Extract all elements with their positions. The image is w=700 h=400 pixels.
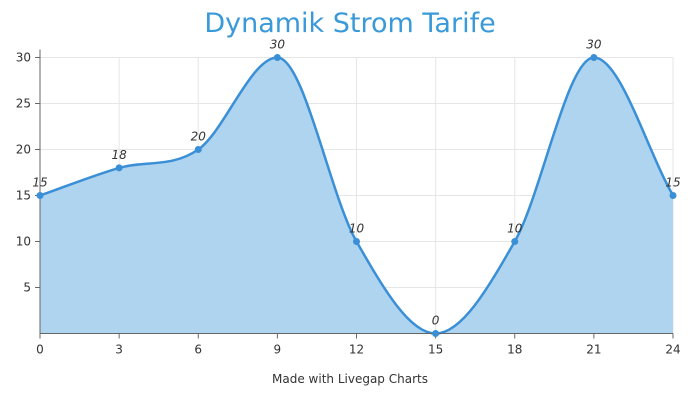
data-label: 18 xyxy=(111,148,127,162)
y-tick-label: 5 xyxy=(23,281,31,295)
x-tick-label: 12 xyxy=(349,343,364,357)
x-tick-label: 0 xyxy=(36,343,44,357)
data-label: 20 xyxy=(191,130,207,144)
data-point xyxy=(590,54,598,61)
data-point xyxy=(511,238,519,245)
data-label: 30 xyxy=(586,38,602,52)
data-point xyxy=(194,146,202,153)
data-point xyxy=(115,164,123,172)
data-point xyxy=(273,54,281,61)
label-layer: 0 3 6 9 12 15 18 21 24 5 10 15 20 25 30 15 18 20 30 10 0 10 30… xyxy=(16,38,681,357)
x-tick-label: 3 xyxy=(115,343,123,357)
x-tick-label: 6 xyxy=(194,343,202,357)
y-tick-label: 10 xyxy=(16,235,31,249)
point-layer xyxy=(36,54,677,337)
data-point xyxy=(669,192,677,199)
chart-footer: Made with Livegap Charts xyxy=(272,372,428,386)
area-layer xyxy=(39,56,675,335)
x-tick-label: 24 xyxy=(665,343,680,357)
y-tick-label: 20 xyxy=(16,143,31,157)
data-label: 15 xyxy=(665,176,680,190)
x-tick-label: 18 xyxy=(507,343,522,357)
data-point xyxy=(36,192,44,199)
x-tick-label: 9 xyxy=(274,343,282,357)
data-label: 10 xyxy=(349,222,365,236)
data-label: 30 xyxy=(270,38,286,52)
data-label: 15 xyxy=(32,176,47,190)
y-tick-label: 30 xyxy=(16,51,31,65)
series-line xyxy=(39,56,675,335)
data-label: 10 xyxy=(507,222,523,236)
chart-title: Dynamik Strom Tarife xyxy=(204,8,496,39)
x-tick-label: 21 xyxy=(586,343,601,357)
y-tick-label: 15 xyxy=(16,189,31,203)
x-tick-label: 15 xyxy=(428,343,443,357)
series-area xyxy=(40,57,673,334)
data-point xyxy=(432,330,440,337)
data-point xyxy=(353,238,360,245)
data-label: 0 xyxy=(432,314,440,328)
y-tick-label: 25 xyxy=(16,97,31,111)
axis-layer xyxy=(35,49,674,339)
